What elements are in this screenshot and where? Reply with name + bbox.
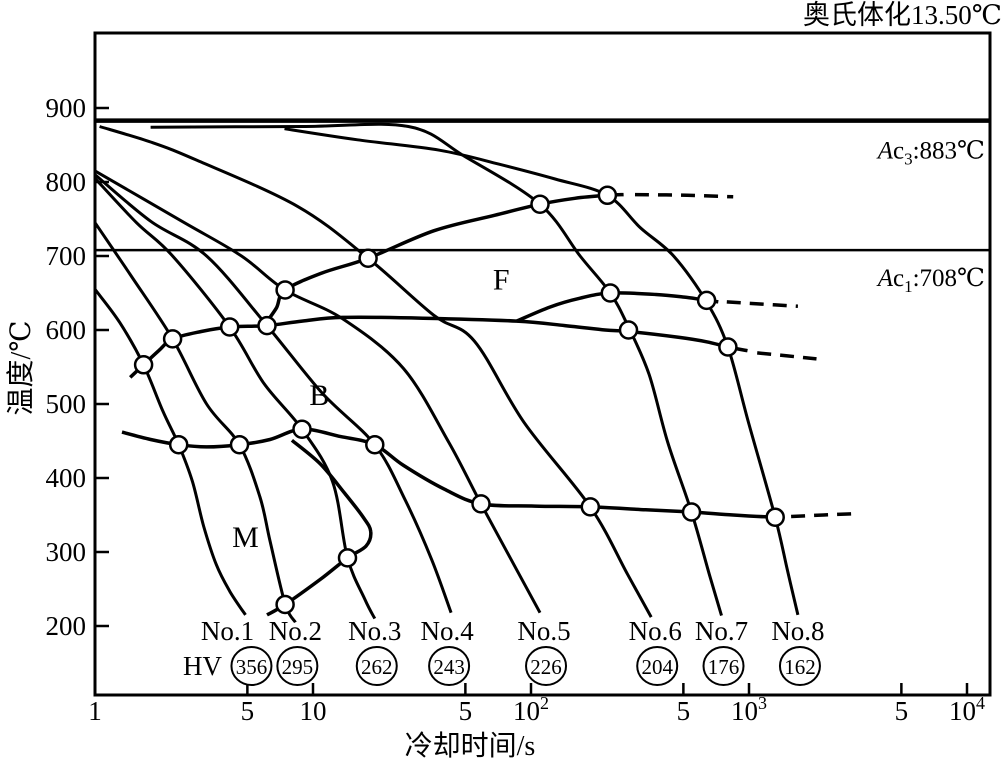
transformation-point-marker xyxy=(600,283,621,303)
transformation-point-marker xyxy=(337,548,358,568)
sample-label-no7: No.7 xyxy=(695,616,748,646)
cooling-curve-no3 xyxy=(93,177,377,620)
transformation-curve-ferrite-finish-branch-dashed xyxy=(726,300,799,309)
hv-badge-no5 xyxy=(525,646,568,686)
transformation-curve-pearlite-boundary-dashed xyxy=(757,351,817,361)
sample-label-no3: No.3 xyxy=(348,616,401,646)
x-tick-label: 1 xyxy=(88,696,102,726)
cooling-curve-no8 xyxy=(284,127,800,616)
y-axis-label: 温度/℃ xyxy=(5,320,37,415)
x-tick-label: 5 xyxy=(241,696,255,726)
y-tick-label: 200 xyxy=(46,611,87,641)
hv-value-no2: 295 xyxy=(282,655,314,679)
cooling-curve-no5 xyxy=(94,169,542,614)
reference-label-ac3: Ac3:883℃ xyxy=(876,138,985,169)
x-tick-label: 5 xyxy=(895,696,909,726)
hv-value-no8: 162 xyxy=(784,655,816,679)
transformation-point-marker xyxy=(365,434,385,455)
transformation-curve-bainite-finish xyxy=(266,438,373,617)
transformation-point-marker xyxy=(275,594,295,615)
y-tick-label: 800 xyxy=(46,167,87,197)
sample-label-no5: No.5 xyxy=(517,616,570,646)
region-label-b: B xyxy=(309,379,329,412)
transformation-point-marker xyxy=(718,337,738,357)
region-label-m: M xyxy=(232,521,259,554)
transformation-point-marker xyxy=(618,320,639,340)
sample-label-no6: No.6 xyxy=(629,616,682,646)
hv-value-no4: 243 xyxy=(433,655,465,679)
y-tick-label: 300 xyxy=(46,537,87,567)
austenitizing-title: 奥氏体化13.50℃ xyxy=(803,0,1002,30)
transformation-point-marker xyxy=(696,290,717,311)
transformation-point-marker xyxy=(219,317,240,337)
region-label-f: F xyxy=(493,264,510,297)
transformation-point-marker xyxy=(471,494,491,514)
y-tick-label: 400 xyxy=(46,463,87,493)
x-tick-label: 103 xyxy=(731,693,767,726)
x-tick-label: 102 xyxy=(513,693,549,726)
hv-badge-no3 xyxy=(355,646,398,686)
hv-badge-no2 xyxy=(276,646,319,686)
transformation-point-marker xyxy=(162,329,183,349)
y-tick-label: 900 xyxy=(46,93,87,123)
reference-label-ac1: Ac1:708℃ xyxy=(876,265,985,296)
hv-badge-no1 xyxy=(230,646,273,686)
transformation-point-marker xyxy=(168,434,189,455)
transformation-point-marker xyxy=(530,194,550,214)
transformation-point-marker xyxy=(257,315,277,336)
transformation-curve-bainite-start-dashed xyxy=(791,511,859,519)
x-axis-label: 冷却时间/s xyxy=(405,730,536,762)
hv-badge-no6 xyxy=(636,646,679,686)
y-tick-label: 700 xyxy=(46,241,87,271)
sample-label-no2: No.2 xyxy=(269,616,322,646)
hv-badge-no4 xyxy=(428,646,471,686)
hv-value-no3: 262 xyxy=(361,655,393,679)
hv-value-no7: 176 xyxy=(708,655,740,679)
y-tick-label: 500 xyxy=(46,389,87,419)
hv-value-no6: 204 xyxy=(641,655,673,679)
transformation-point-marker xyxy=(133,355,154,375)
transformation-curve-bainite-start xyxy=(121,427,784,520)
transformation-point-marker xyxy=(580,497,601,517)
hv-badge-no8 xyxy=(778,646,821,686)
hv-value-no1: 356 xyxy=(236,655,268,679)
transformation-point-marker xyxy=(681,502,702,522)
transformation-point-marker xyxy=(765,507,785,527)
plot-frame xyxy=(93,31,992,697)
transformation-curve-ferrite-start-dashed xyxy=(634,192,734,199)
hv-row-label: HV xyxy=(183,651,222,681)
transformation-curve-ferrite-start xyxy=(264,192,624,324)
hv-badge-no7 xyxy=(702,646,745,686)
transformation-point-marker xyxy=(275,280,295,300)
x-tick-label: 5 xyxy=(459,696,473,726)
transformation-point-marker xyxy=(229,434,250,455)
chart-generated-layer: Ac3:883℃ Ac1:708℃ 900 800 700 600 500 400 300 200… xyxy=(46,31,992,726)
cooling-curve-no4 xyxy=(94,173,453,614)
sample-label-no1: No.1 xyxy=(201,616,254,646)
y-tick-label: 600 xyxy=(46,315,87,345)
sample-label-no8: No.8 xyxy=(771,616,824,646)
x-tick-label: 104 xyxy=(949,693,985,726)
hv-value-no5: 226 xyxy=(530,655,562,679)
transformation-point-marker xyxy=(292,419,312,439)
cooling-curve-no6 xyxy=(99,125,653,618)
transformation-point-marker xyxy=(597,185,618,206)
sample-label-no4: No.4 xyxy=(420,616,474,646)
cooling-curve-no1 xyxy=(93,288,247,616)
x-tick-label: 10 xyxy=(300,696,327,726)
transformation-point-marker xyxy=(358,248,378,268)
x-tick-label: 5 xyxy=(677,696,691,726)
